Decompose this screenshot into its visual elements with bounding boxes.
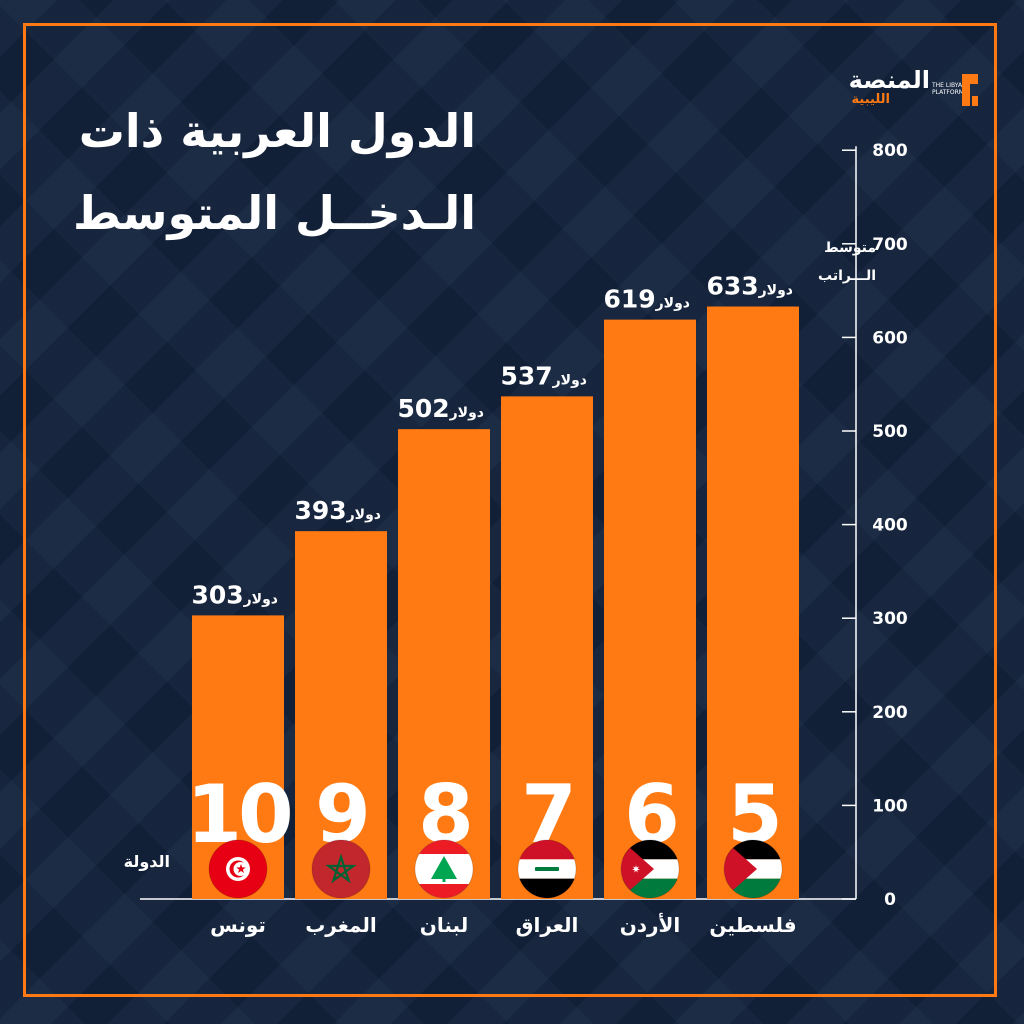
category-label: فلسطين	[709, 913, 796, 937]
iraq-flag-icon	[518, 840, 576, 898]
bar	[398, 429, 490, 899]
bar	[501, 396, 593, 899]
bar-unit: دولار	[449, 405, 484, 421]
x-axis-label: الدولة	[123, 852, 170, 871]
flag-ring	[723, 839, 783, 899]
chart-title-line1: الدول العربية ذات	[78, 104, 476, 158]
morocco-flag-icon	[312, 840, 370, 898]
flag-ring	[517, 839, 577, 899]
bar-unit: دولار	[243, 591, 278, 607]
bar-value-label: دولار303	[191, 580, 278, 609]
y-tick-label: 200	[872, 703, 908, 723]
bar-value: 393	[294, 496, 346, 525]
y-tick-label: 800	[872, 141, 908, 161]
category-label: العراق	[516, 913, 579, 937]
bar-value: 537	[500, 361, 552, 390]
bar-value: 502	[397, 394, 449, 423]
y-tick-label: 0	[884, 890, 896, 910]
logo-name-en: THE LIBYAN PLATFORM	[932, 82, 967, 96]
bar	[295, 531, 387, 899]
logo-mark-icon	[962, 74, 978, 106]
logo-sub-ar: الليبية	[851, 92, 890, 107]
y-axis-label-line1: متوسط	[824, 240, 876, 256]
y-axis-label-line2: الـــراتب	[818, 268, 876, 284]
bar-value-label: دولار393	[294, 496, 381, 525]
bar-value-label: دولار502	[397, 394, 484, 423]
y-tick-label: 300	[872, 609, 908, 629]
logo-name-ar: المنصة	[848, 66, 930, 94]
y-tick-label: 400	[872, 516, 908, 536]
flag-ring	[208, 839, 268, 899]
chart-title-line2: الـدخــل المتوسط	[73, 186, 476, 240]
y-tick-label: 100	[872, 796, 908, 816]
bar-value: 633	[706, 272, 758, 301]
category-label: لبنان	[420, 913, 468, 937]
bar-value-label: دولار537	[500, 361, 587, 390]
bar-unit: دولار	[346, 507, 381, 523]
bar	[707, 306, 799, 900]
bar-value-label: دولار619	[603, 285, 690, 314]
bar-unit: دولار	[758, 283, 793, 299]
palestine-flag-icon	[724, 840, 782, 898]
jordan-flag-icon	[621, 840, 679, 898]
category-label: الأردن	[620, 912, 681, 937]
y-tick-label: 700	[872, 235, 908, 255]
bar	[604, 319, 696, 900]
bar-unit: دولار	[552, 372, 587, 388]
flag-ring	[620, 839, 680, 899]
y-tick-label: 500	[872, 422, 908, 442]
tunisia-flag-icon	[209, 840, 267, 898]
y-tick-label: 600	[872, 328, 908, 348]
bar-value-label: دولار633	[706, 272, 793, 301]
category-label: المغرب	[305, 913, 377, 937]
bar-unit: دولار	[655, 296, 690, 312]
brand-logo: المنصة الليبية THE LIBYAN PLATFORM	[828, 64, 978, 114]
bar-value: 303	[191, 580, 243, 609]
flag-ring	[311, 839, 371, 899]
category-label: تونس	[210, 913, 266, 937]
bar-value: 619	[603, 285, 655, 314]
flag-ring	[414, 839, 474, 899]
orange-frame	[23, 23, 997, 997]
